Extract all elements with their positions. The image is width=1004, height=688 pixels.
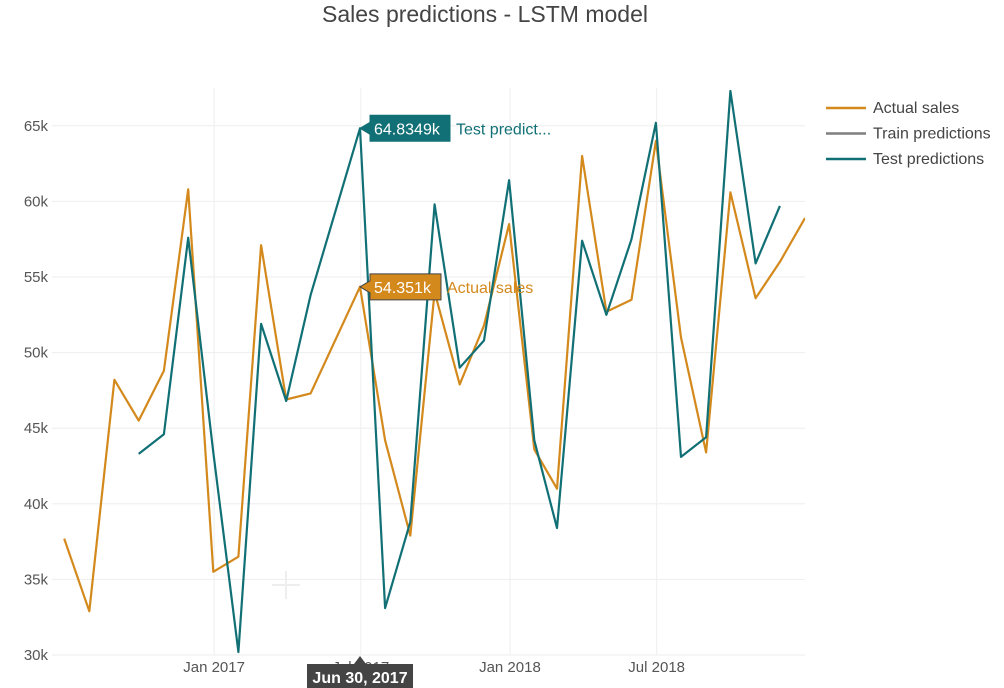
chart-title: Sales predictions - LSTM model: [322, 1, 648, 27]
x-tick-label: Jul 2018: [628, 659, 685, 676]
y-tick-label: 65k: [24, 118, 49, 135]
y-tick-label: 30k: [24, 647, 49, 664]
y-tick-label: 55k: [24, 269, 49, 286]
y-tick-label: 40k: [24, 496, 49, 513]
legend[interactable]: Actual sales Train predictions Test predic…: [826, 100, 991, 168]
legend-label: Actual sales: [873, 100, 959, 117]
grid-lines: [52, 88, 805, 656]
hover-series-name: Test predict...: [456, 121, 551, 138]
x-hover-label: Jun 30, 2017: [307, 656, 414, 688]
legend-label: Train predictions: [873, 126, 991, 143]
y-tick-label: 45k: [24, 420, 49, 437]
x-tick-label: Jan 2018: [479, 659, 541, 676]
y-tick-label: 60k: [24, 193, 49, 210]
hover-label: 64.8349k Test predict...: [359, 114, 551, 142]
crosshair-icon: [272, 571, 300, 599]
series-line-2: [138, 89, 781, 654]
series-lines: [63, 89, 805, 654]
hover-value: 54.351k: [374, 280, 432, 297]
legend-label: Test predictions: [873, 151, 984, 168]
series-line-0: [63, 139, 805, 613]
y-tick-label: 50k: [24, 345, 49, 362]
hover-label: 54.351k Actual sales: [359, 273, 533, 301]
legend-item[interactable]: Actual sales: [826, 100, 959, 117]
x-tick-label: Jan 2017: [183, 659, 245, 676]
legend-item[interactable]: Train predictions: [826, 126, 991, 143]
hover-value: 64.8349k: [374, 121, 441, 138]
y-tick-label: 35k: [24, 571, 49, 588]
x-hover-value: Jun 30, 2017: [312, 670, 407, 687]
hover-labels: 64.8349k Test predict... 54.351k Actual sal…: [307, 114, 551, 688]
y-axis-ticks: 30k 35k 40k 45k 50k 55k 60k 65k: [24, 118, 49, 664]
legend-item[interactable]: Test predictions: [826, 151, 984, 168]
hover-series-name: Actual sales: [447, 280, 533, 297]
